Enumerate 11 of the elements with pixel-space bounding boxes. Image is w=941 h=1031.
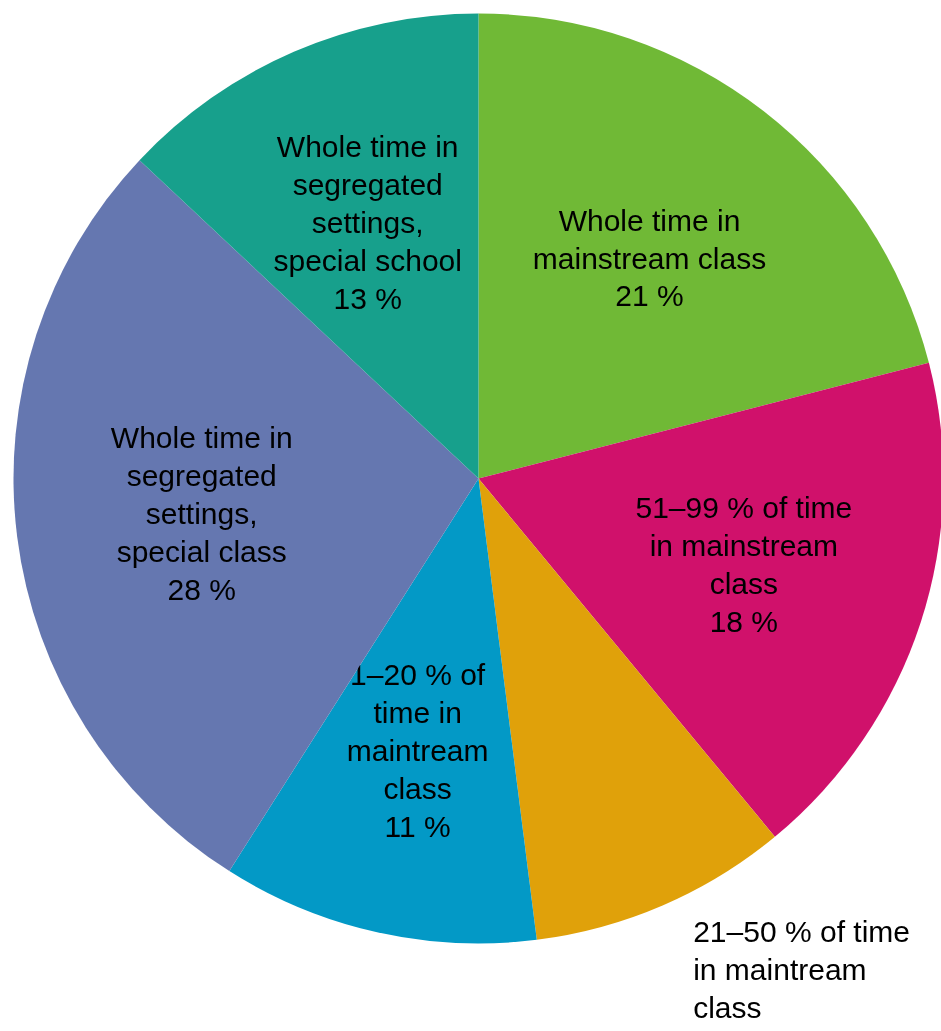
- slice-label: 21–50 % of time in maintream class: [693, 915, 910, 1025]
- slice-label: 1–20 % of time in maintream class: [346, 658, 489, 806]
- slice-label: Whole time in mainstream class: [532, 203, 767, 275]
- slice-label: Whole time in segregated settings, special class: [110, 421, 293, 568]
- slice-label: 51–99 % of time in mainstream class: [635, 491, 853, 601]
- data-label: 13 %: [333, 281, 402, 315]
- slice-label: Whole time in segregated settings, special school: [273, 130, 462, 277]
- data-label: 11 %: [384, 810, 451, 844]
- data-label: 18 %: [709, 605, 779, 639]
- data-label: 28 %: [167, 572, 236, 606]
- data-label: 21 %: [615, 279, 684, 313]
